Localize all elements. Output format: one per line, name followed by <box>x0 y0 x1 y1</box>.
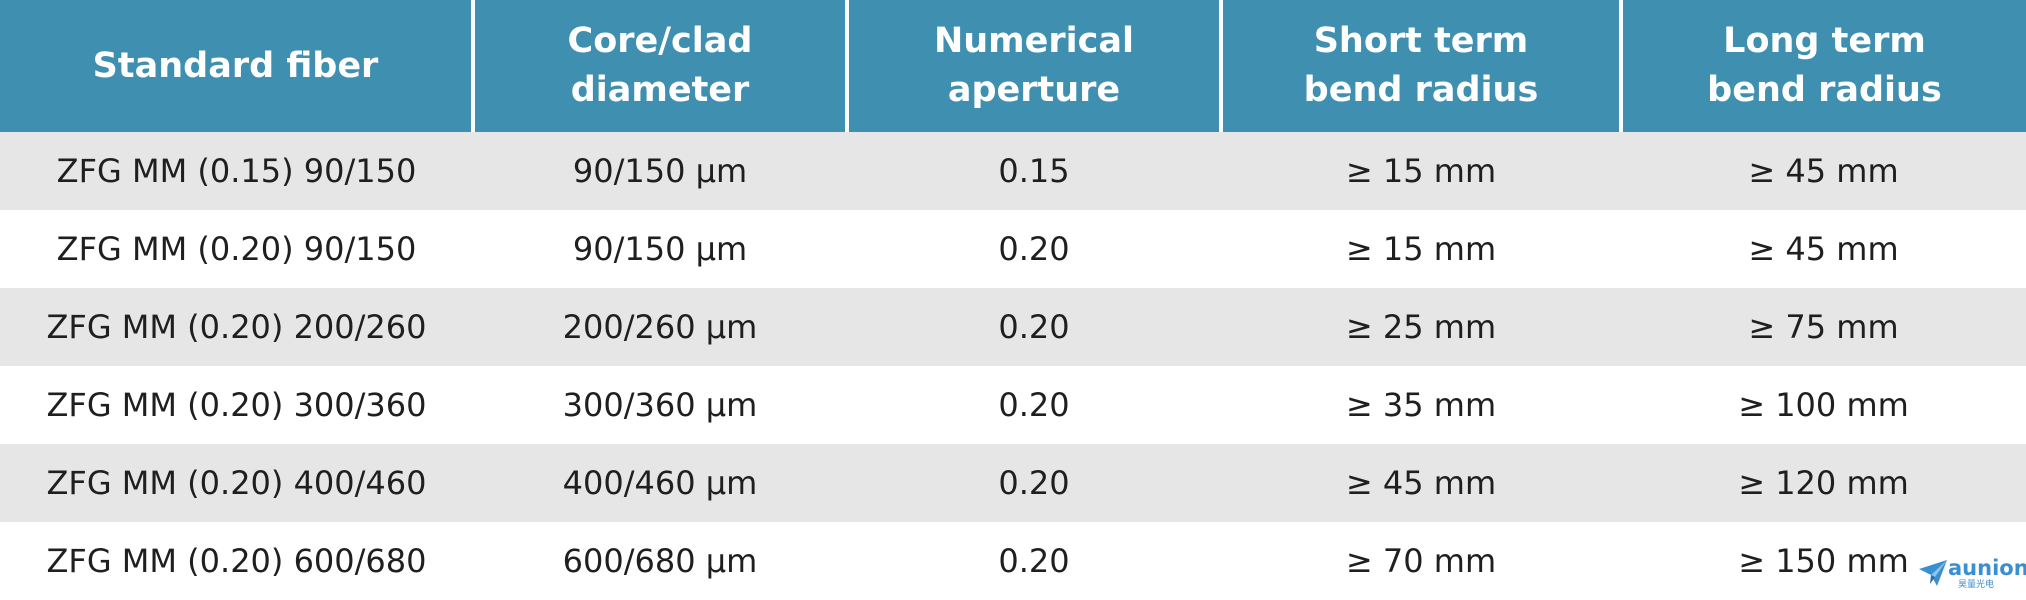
cell-long-term-bend-radius: ≥ 100 mm <box>1621 366 2026 444</box>
header-short-term-bend-radius: Short term bend radius <box>1221 0 1623 132</box>
header-numerical-aperture: Numerical aperture <box>847 0 1223 132</box>
header-long-term-bend-radius: Long term bend radius <box>1621 0 2026 132</box>
cell-short-term-bend-radius: ≥ 25 mm <box>1221 288 1621 366</box>
table-body: ZFG MM (0.15) 90/150 90/150 µm 0.15 ≥ 15… <box>0 132 2026 600</box>
cell-core-clad-diameter: 90/150 µm <box>473 132 847 210</box>
cell-core-clad-diameter: 400/460 µm <box>473 444 847 522</box>
table-row: ZFG MM (0.20) 90/150 90/150 µm 0.20 ≥ 15… <box>0 210 2026 288</box>
cell-core-clad-diameter: 600/680 µm <box>473 522 847 600</box>
cell-numerical-aperture: 0.20 <box>847 522 1221 600</box>
cell-numerical-aperture: 0.15 <box>847 132 1221 210</box>
table-row: ZFG MM (0.20) 300/360 300/360 µm 0.20 ≥ … <box>0 366 2026 444</box>
header-core-clad-diameter: Core/clad diameter <box>473 0 849 132</box>
cell-core-clad-diameter: 300/360 µm <box>473 366 847 444</box>
table-row: ZFG MM (0.20) 600/680 600/680 µm 0.20 ≥ … <box>0 522 2026 600</box>
cell-numerical-aperture: 0.20 <box>847 288 1221 366</box>
cell-standard-fiber: ZFG MM (0.20) 600/680 <box>0 522 473 600</box>
cell-standard-fiber: ZFG MM (0.20) 400/460 <box>0 444 473 522</box>
cell-standard-fiber: ZFG MM (0.15) 90/150 <box>0 132 473 210</box>
brand-subtitle: 昊量光电 <box>1958 580 1995 590</box>
cell-long-term-bend-radius: ≥ 45 mm <box>1621 132 2026 210</box>
cell-short-term-bend-radius: ≥ 35 mm <box>1221 366 1621 444</box>
table-row: ZFG MM (0.15) 90/150 90/150 µm 0.15 ≥ 15… <box>0 132 2026 210</box>
cell-long-term-bend-radius: ≥ 75 mm <box>1621 288 2026 366</box>
brand-logo: aunion 昊量光电 <box>1918 556 2026 594</box>
cell-long-term-bend-radius: ≥ 150 mm <box>1621 522 2026 600</box>
brand-name: aunion <box>1948 556 2026 580</box>
cell-numerical-aperture: 0.20 <box>847 210 1221 288</box>
paper-plane-icon <box>1919 560 1947 586</box>
table-row: ZFG MM (0.20) 400/460 400/460 µm 0.20 ≥ … <box>0 444 2026 522</box>
cell-standard-fiber: ZFG MM (0.20) 200/260 <box>0 288 473 366</box>
cell-short-term-bend-radius: ≥ 45 mm <box>1221 444 1621 522</box>
cell-core-clad-diameter: 90/150 µm <box>473 210 847 288</box>
table-header: Standard fiber Core/clad diameter Numeri… <box>0 0 2026 132</box>
cell-short-term-bend-radius: ≥ 70 mm <box>1221 522 1621 600</box>
cell-long-term-bend-radius: ≥ 45 mm <box>1621 210 2026 288</box>
cell-numerical-aperture: 0.20 <box>847 366 1221 444</box>
header-row: Standard fiber Core/clad diameter Numeri… <box>0 0 2026 132</box>
cell-short-term-bend-radius: ≥ 15 mm <box>1221 132 1621 210</box>
cell-long-term-bend-radius: ≥ 120 mm <box>1621 444 2026 522</box>
cell-short-term-bend-radius: ≥ 15 mm <box>1221 210 1621 288</box>
cell-numerical-aperture: 0.20 <box>847 444 1221 522</box>
header-standard-fiber: Standard fiber <box>0 0 475 132</box>
cell-core-clad-diameter: 200/260 µm <box>473 288 847 366</box>
cell-standard-fiber: ZFG MM (0.20) 90/150 <box>0 210 473 288</box>
table-row: ZFG MM (0.20) 200/260 200/260 µm 0.20 ≥ … <box>0 288 2026 366</box>
cell-standard-fiber: ZFG MM (0.20) 300/360 <box>0 366 473 444</box>
